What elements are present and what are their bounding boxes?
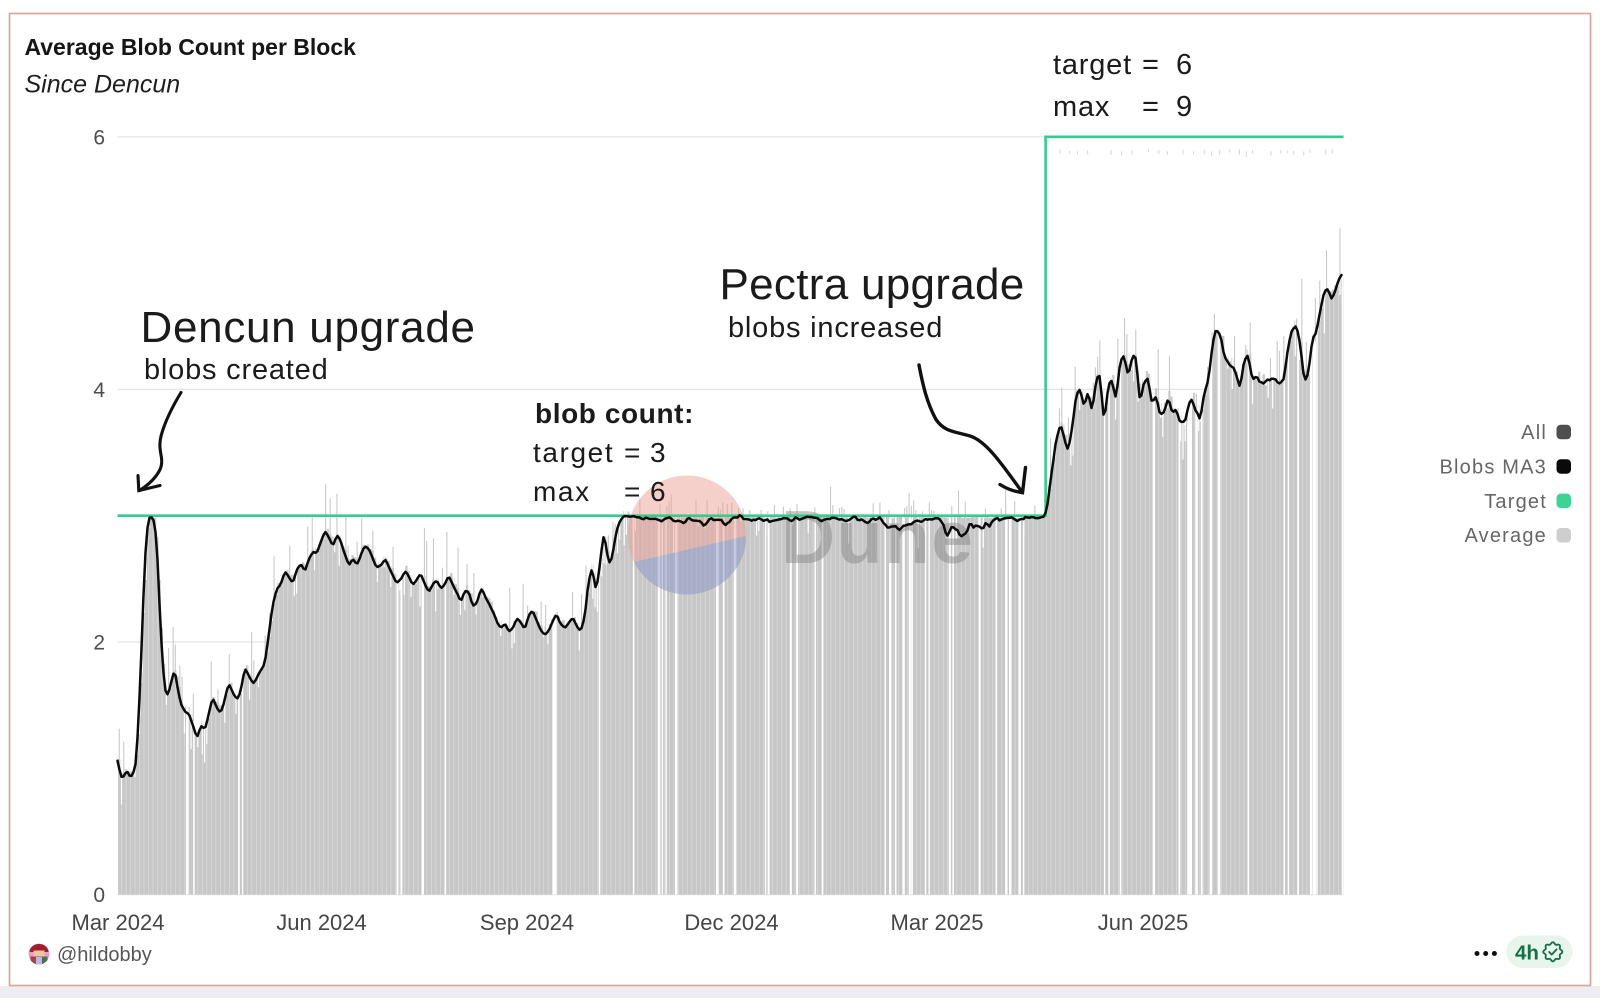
svg-text:All: All: [1521, 422, 1547, 444]
svg-text:blob count:: blob count:: [535, 398, 694, 429]
svg-text:Sep 2024: Sep 2024: [480, 910, 574, 935]
svg-text:=: =: [1142, 91, 1159, 123]
svg-text:Target: Target: [1484, 491, 1547, 513]
svg-text:@hildobby: @hildobby: [57, 944, 152, 966]
svg-text:6: 6: [650, 476, 666, 507]
svg-text:6: 6: [1176, 49, 1192, 81]
svg-text:4h: 4h: [1515, 942, 1539, 965]
svg-text:3: 3: [650, 437, 666, 468]
svg-text:Pectra upgrade: Pectra upgrade: [720, 260, 1025, 309]
svg-text:Dencun upgrade: Dencun upgrade: [141, 303, 476, 352]
svg-text:Dune: Dune: [781, 495, 975, 579]
svg-text:Mar 2024: Mar 2024: [72, 910, 165, 935]
svg-text:Average Blob Count per Block: Average Blob Count per Block: [25, 34, 357, 60]
svg-text:Mar 2025: Mar 2025: [891, 910, 984, 935]
svg-text:blobs increased: blobs increased: [728, 312, 943, 344]
svg-text:max: max: [533, 476, 591, 507]
svg-text:2: 2: [93, 632, 105, 655]
svg-text:Jun 2025: Jun 2025: [1098, 910, 1189, 935]
svg-text:Since Dencun: Since Dencun: [25, 71, 181, 99]
svg-text:6: 6: [93, 126, 105, 149]
svg-text:Blobs MA3: Blobs MA3: [1439, 456, 1547, 478]
svg-text:9: 9: [1176, 91, 1192, 123]
svg-text:4: 4: [93, 379, 105, 402]
svg-text:blobs created: blobs created: [144, 354, 329, 386]
svg-text:Average: Average: [1464, 525, 1547, 547]
svg-text:Jun 2024: Jun 2024: [276, 910, 367, 935]
svg-text:target: target: [533, 437, 614, 468]
svg-text:max: max: [1053, 91, 1110, 123]
svg-text:=: =: [624, 476, 640, 507]
svg-text:=: =: [624, 437, 640, 468]
svg-text:=: =: [1142, 49, 1159, 81]
svg-text:target: target: [1053, 49, 1132, 81]
svg-text:0: 0: [93, 884, 105, 907]
svg-text:Dec 2024: Dec 2024: [684, 910, 778, 935]
